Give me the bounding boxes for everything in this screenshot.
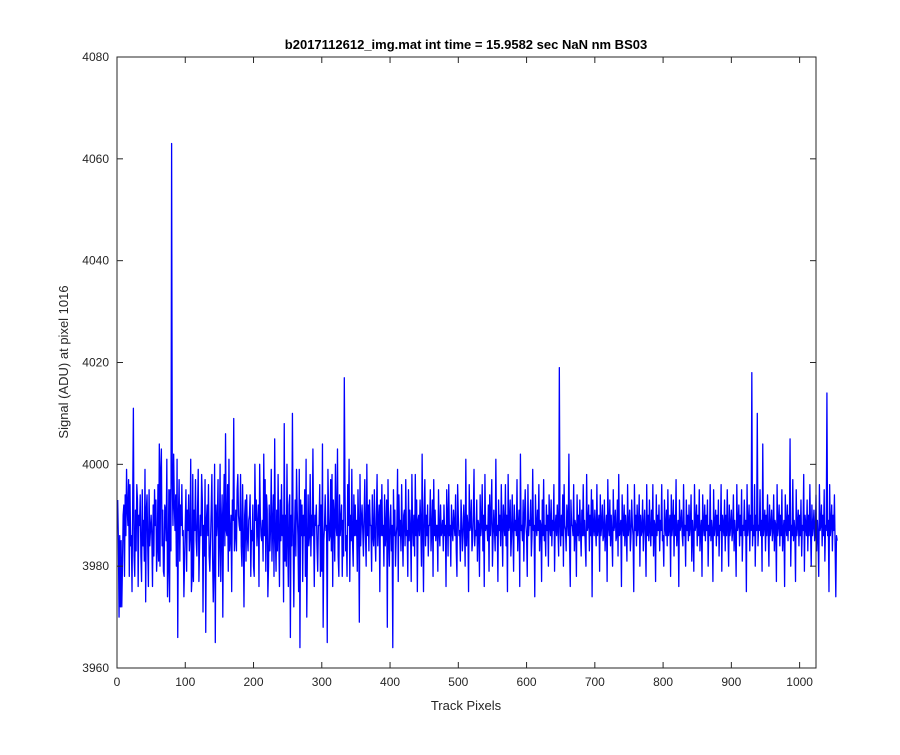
x-tick-label: 300: [312, 675, 332, 689]
y-tick-label: 4040: [82, 254, 109, 268]
x-axis-label: Track Pixels: [431, 698, 502, 713]
x-axis-ticks: 0 100 200 300 400 500 600 700 800 900 1000: [114, 57, 813, 689]
y-tick-label: 4080: [82, 50, 109, 64]
y-tick-label: 4060: [82, 152, 109, 166]
x-tick-label: 1000: [786, 675, 813, 689]
y-axis-ticks: 3960 3980 4000 4020 4040 4060 4080: [82, 50, 816, 675]
chart-title: b2017112612_img.mat int time = 15.9582 s…: [285, 37, 647, 52]
x-tick-label: 200: [244, 675, 264, 689]
x-tick-label: 800: [653, 675, 673, 689]
x-tick-label: 100: [175, 675, 195, 689]
x-tick-label: 600: [517, 675, 537, 689]
series-layer: [117, 142, 838, 649]
x-tick-label: 0: [114, 675, 121, 689]
x-tick-label: 900: [721, 675, 741, 689]
y-tick-label: 3960: [82, 661, 109, 675]
x-tick-label: 400: [380, 675, 400, 689]
x-tick-label: 500: [448, 675, 468, 689]
y-tick-label: 4000: [82, 457, 109, 471]
y-tick-label: 3980: [82, 559, 109, 573]
plot-area: [117, 57, 816, 668]
y-axis-label: Signal (ADU) at pixel 1016: [56, 285, 71, 438]
x-tick-label: 700: [585, 675, 605, 689]
series-line-0: [117, 142, 838, 649]
y-tick-label: 4020: [82, 356, 109, 370]
